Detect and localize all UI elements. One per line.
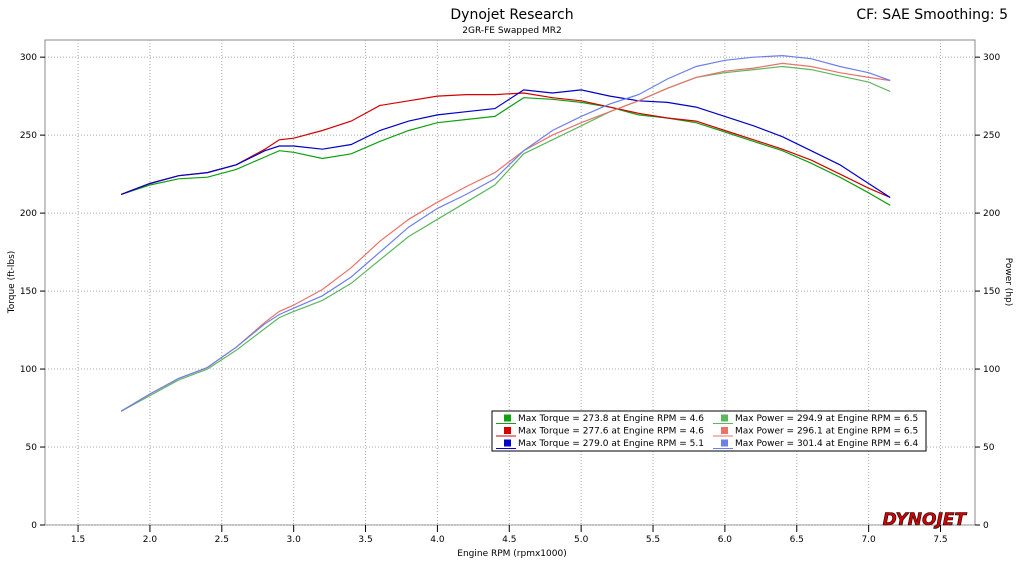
y-tick-label: 250 (20, 131, 37, 141)
x-tick-label: 6.5 (790, 535, 804, 545)
legend-label: Max Power = 301.4 at Engine RPM = 6.4 (735, 439, 918, 449)
logo: DYNOJET (883, 510, 968, 530)
x-tick-label: 5.0 (574, 535, 589, 545)
x-tick-label: 1.5 (71, 535, 85, 545)
chart-title: Dynojet Research (450, 7, 573, 23)
data-line (121, 97, 891, 206)
legend-swatch (721, 414, 728, 422)
x-tick-label: 2.0 (143, 535, 158, 545)
data-line (120, 54, 891, 412)
legend-label: Max Torque = 279.0 at Engine RPM = 5.1 (518, 439, 704, 449)
legend-label: Max Power = 296.1 at Engine RPM = 6.5 (735, 427, 918, 437)
x-tick-label: 7.0 (861, 535, 876, 545)
data-line (120, 65, 891, 412)
legend: Max Torque = 273.8 at Engine RPM = 4.6 Ma… (491, 410, 927, 452)
y-axis-label: Torque (ft-lbs) (7, 251, 17, 315)
x-axis-label: Engine RPM (rpmx1000) (457, 549, 566, 559)
y-tick-label: 0 (31, 521, 37, 531)
legend-label: Max Torque = 277.6 at Engine RPM = 4.6 (518, 427, 704, 437)
y2-tick-label: 0 (983, 521, 989, 531)
legend-box (491, 410, 927, 452)
y-tick-label: 200 (20, 209, 37, 219)
legend-swatch (721, 427, 728, 434)
y2-tick-label: 200 (983, 209, 1000, 219)
legend-swatch (504, 414, 511, 422)
y2-tick-label: 150 (983, 287, 1000, 297)
x-tick-label: 4.5 (502, 535, 516, 545)
x-tick-label: 5.5 (646, 535, 660, 545)
x-tick-label: 6.0 (718, 535, 733, 545)
x-tick-label: 4.0 (430, 535, 445, 545)
y2-tick-label: 250 (983, 131, 1000, 141)
data-line (120, 62, 891, 412)
x-tick-label: 2.5 (215, 535, 229, 545)
plot-area (44, 39, 976, 526)
x-tick-label: 7.5 (933, 535, 947, 545)
chart-subtitle: 2GR-FE Swapped MR2 (462, 26, 561, 36)
legend-swatch (504, 439, 511, 447)
data-line (120, 92, 891, 199)
x-tick-label: 3.0 (287, 535, 302, 545)
legend-label: Max Torque = 273.8 at Engine RPM = 4.6 (518, 414, 704, 424)
y-tick-label: 150 (20, 287, 37, 297)
y2-tick-label: 100 (983, 365, 1000, 375)
y-tick-label: 50 (26, 443, 38, 453)
x-tick-label: 3.5 (358, 535, 372, 545)
y2-tick-label: 300 (983, 53, 1000, 63)
legend-label: Max Power = 294.9 at Engine RPM = 6.5 (735, 414, 918, 424)
y2-tick-label: 50 (983, 443, 995, 453)
y-tick-label: 100 (20, 365, 37, 375)
y2-axis-label: Power (hp) (1003, 258, 1013, 307)
data-line (120, 89, 891, 199)
legend-swatch (721, 439, 728, 447)
header-info: CF: SAE Smoothing: 5 (856, 7, 1008, 23)
legend-swatch (504, 427, 511, 434)
y-tick-label: 300 (20, 53, 37, 63)
